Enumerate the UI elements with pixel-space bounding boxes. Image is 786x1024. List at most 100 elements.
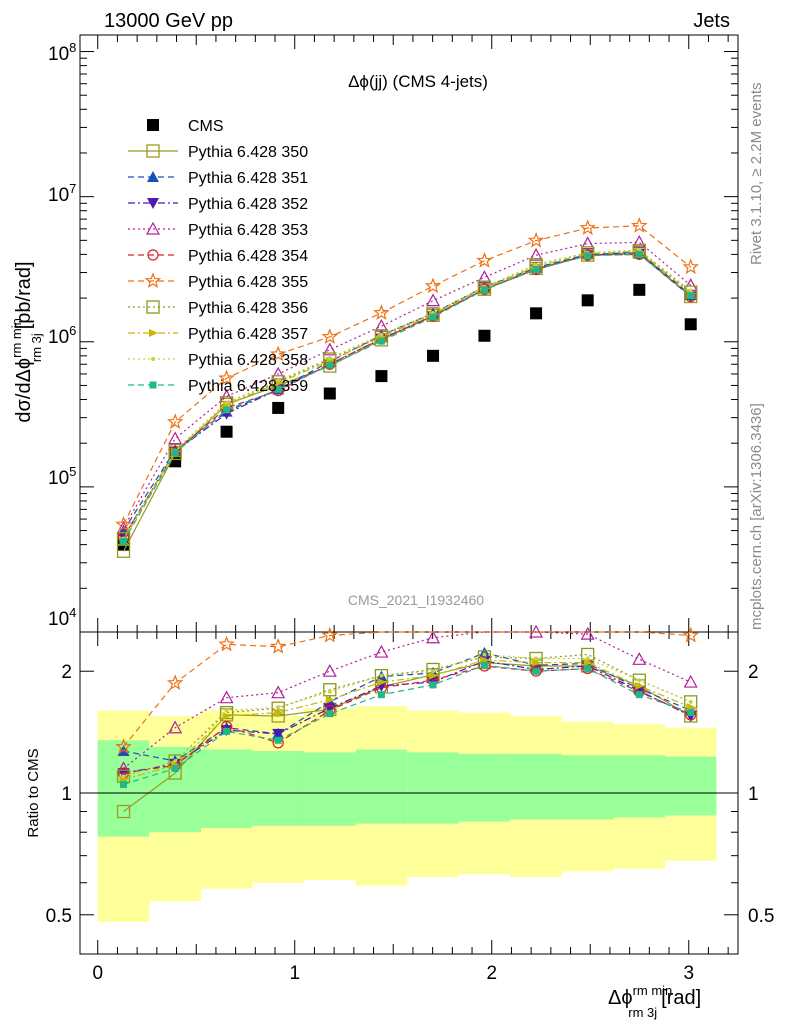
ratio-point bbox=[271, 685, 286, 699]
series-line bbox=[122, 241, 692, 529]
ratio-point bbox=[632, 652, 647, 665]
ratio-series-pythia-6-428-358 bbox=[121, 652, 693, 779]
legend-label: Pythia 6.428 353 bbox=[188, 222, 308, 239]
ratio-point bbox=[585, 656, 590, 661]
ratio-y-tick-label: 2 bbox=[61, 662, 72, 683]
data-point bbox=[223, 406, 231, 414]
ratio-point bbox=[431, 669, 436, 674]
data-point bbox=[476, 252, 493, 268]
data-point bbox=[477, 270, 492, 283]
ratio-point bbox=[326, 710, 334, 718]
legend-entry: Pythia 6.428 352 bbox=[128, 196, 308, 213]
ratio-point bbox=[480, 661, 488, 669]
ratio-point bbox=[274, 708, 284, 717]
data-point bbox=[374, 318, 389, 332]
ratio-point bbox=[323, 683, 337, 697]
rivet-label: Rivet 3.1.10, ≥ 2.2M events bbox=[748, 83, 765, 266]
data-point bbox=[530, 307, 543, 320]
ratio-series-pythia-6-428-355 bbox=[115, 626, 699, 754]
x-tick-label: 1 bbox=[289, 963, 300, 984]
data-point bbox=[272, 401, 285, 414]
ratio-point bbox=[583, 658, 593, 667]
legend-marker bbox=[147, 249, 159, 261]
ratio-point bbox=[532, 667, 540, 675]
header-left: 13000 GeV pp bbox=[104, 10, 233, 32]
series-line bbox=[122, 250, 692, 541]
data-point bbox=[326, 361, 334, 369]
data-point bbox=[377, 337, 385, 345]
x-tick-labels: 0 1 2 3 bbox=[92, 963, 694, 984]
ratio-point bbox=[379, 673, 384, 678]
data-point bbox=[272, 385, 284, 397]
band-inner-bin bbox=[613, 755, 666, 818]
legend-marker bbox=[146, 144, 160, 158]
band-inner-bin bbox=[561, 755, 614, 820]
band-inner-bin bbox=[97, 740, 150, 837]
legend-entry: Pythia 6.428 359 bbox=[128, 378, 308, 395]
ratio-point bbox=[377, 678, 387, 687]
ratio-point bbox=[116, 804, 131, 819]
data-point bbox=[580, 236, 595, 250]
mcplots-label: mcplots.cern.ch [arXiv:1306.3436] bbox=[748, 403, 765, 630]
ratio-series-pythia-6-428-353 bbox=[116, 624, 698, 775]
data-point bbox=[632, 235, 647, 248]
data-point bbox=[321, 328, 339, 344]
data-point bbox=[323, 387, 336, 400]
axis-ticks bbox=[80, 35, 738, 955]
data-point bbox=[581, 294, 594, 307]
legend-label: Pythia 6.428 351 bbox=[188, 170, 308, 187]
data-point bbox=[327, 356, 332, 361]
ratio-point bbox=[374, 644, 389, 658]
header-right: Jets bbox=[693, 10, 730, 32]
band-inner-bin bbox=[665, 756, 717, 816]
ratio-series-pythia-6-428-357 bbox=[119, 656, 696, 784]
ratio-point bbox=[171, 764, 179, 772]
data-point bbox=[379, 332, 384, 337]
data-point bbox=[168, 431, 183, 445]
ratio-point bbox=[121, 774, 126, 779]
ratio-point bbox=[219, 705, 234, 720]
band-inner-bin bbox=[303, 752, 356, 826]
data-point bbox=[274, 385, 282, 393]
x-tick-label: 2 bbox=[486, 963, 497, 984]
ratio-point bbox=[426, 630, 441, 644]
series-pythia-6-428-359 bbox=[120, 250, 695, 546]
series-line bbox=[122, 251, 692, 531]
ratio-line bbox=[123, 659, 691, 781]
data-point bbox=[218, 369, 235, 386]
band-inner-bin bbox=[510, 753, 562, 820]
legend-marker bbox=[149, 381, 157, 389]
ratio-point bbox=[327, 689, 332, 694]
legend: CMS Pythia 6.428 350 Pythia 6.428 351 Pythi… bbox=[128, 118, 308, 395]
legend-marker bbox=[146, 300, 160, 314]
ratio-point bbox=[321, 626, 339, 643]
ratio-point bbox=[530, 665, 542, 677]
ratio-point bbox=[173, 758, 178, 763]
band-inner-bin bbox=[355, 749, 408, 824]
ratio-series-pythia-6-428-359 bbox=[120, 661, 695, 788]
data-point bbox=[633, 283, 646, 296]
data-point bbox=[224, 400, 229, 405]
ratio-point bbox=[325, 695, 335, 704]
legend-marker bbox=[149, 329, 158, 337]
legend-marker bbox=[145, 221, 161, 235]
ratio-point bbox=[219, 690, 234, 704]
ratio-point bbox=[688, 699, 693, 704]
ratio-point bbox=[274, 736, 282, 744]
ratio-point bbox=[322, 663, 337, 677]
legend-label: Pythia 6.428 352 bbox=[188, 196, 308, 213]
data-point bbox=[322, 342, 337, 356]
ratio-point bbox=[687, 709, 695, 717]
data-point bbox=[375, 370, 388, 383]
band-inner-bin bbox=[252, 751, 304, 826]
ratio-y-axis-label: Ratio to CMS bbox=[25, 748, 42, 837]
legend-entry: Pythia 6.428 351 bbox=[128, 170, 308, 187]
ratio-point bbox=[120, 780, 128, 788]
legend-entry: Pythia 6.428 358 bbox=[128, 352, 308, 369]
ratio-line bbox=[123, 661, 692, 812]
data-point bbox=[579, 219, 596, 236]
data-point bbox=[373, 304, 390, 320]
data-point bbox=[168, 443, 182, 458]
ratio-point bbox=[276, 705, 281, 710]
